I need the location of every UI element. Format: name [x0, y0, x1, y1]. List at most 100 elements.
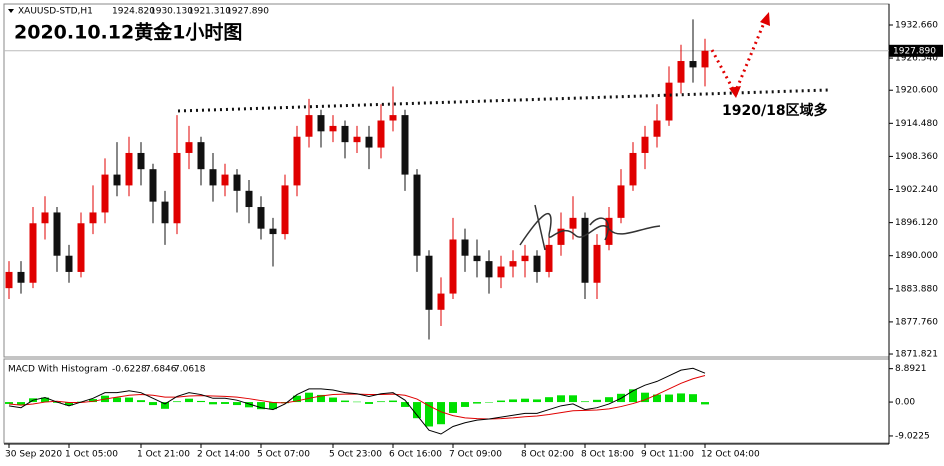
x-tick-label: 5 Oct 07:00	[257, 450, 310, 460]
candle-body	[389, 115, 397, 121]
y-tick-label: 1908.360	[895, 152, 938, 162]
chart-title: 2020.10.12黄金1小时图	[14, 21, 242, 44]
candle-body	[641, 136, 649, 153]
plot: 1932.660 1926.540 1920.600 1914.480 1908.360…	[4, 19, 943, 460]
candle-body	[677, 61, 685, 83]
histogram-bar	[65, 402, 73, 406]
y-tick-label: 1932.660	[895, 21, 938, 31]
trend-line	[177, 88, 829, 113]
candle-body	[593, 244, 601, 283]
candle-body	[605, 217, 613, 245]
candle-body	[245, 190, 253, 208]
x-tick-label: 1 Oct 21:00	[137, 450, 190, 460]
candle-body	[569, 217, 577, 229]
candle-body	[281, 185, 289, 235]
x-tick-label: 6 Oct 16:00	[389, 450, 442, 460]
candle-body	[197, 142, 205, 170]
candle-body	[473, 255, 481, 262]
histogram-bar	[353, 401, 361, 403]
histogram-bar	[665, 394, 673, 403]
histogram-bar	[137, 400, 145, 403]
ohlc-low: 1921.310	[188, 7, 231, 17]
arrow-head	[729, 86, 741, 98]
candle-body	[521, 255, 529, 262]
candle-body	[257, 207, 265, 229]
candle-body	[53, 212, 61, 256]
candle-body	[581, 217, 589, 283]
y-tick-label: 1890.000	[895, 251, 938, 261]
candle-body	[689, 61, 697, 68]
candle-body	[101, 174, 109, 213]
candle-body	[617, 185, 625, 218]
candle-body	[65, 255, 73, 272]
histogram-bar	[41, 397, 49, 403]
histogram-bar	[521, 398, 529, 403]
histogram-bar	[17, 402, 25, 405]
histogram-bar	[389, 400, 397, 403]
candle-body	[413, 174, 421, 256]
histogram-bar	[701, 402, 709, 405]
histogram-bar	[653, 394, 661, 403]
candle-body	[317, 115, 325, 132]
histogram-bar	[557, 395, 565, 403]
y-tick-label: 1883.880	[895, 284, 938, 294]
histogram-bar	[569, 395, 577, 403]
histogram-bar	[497, 400, 505, 403]
candle-body	[629, 152, 637, 186]
histogram-bar	[413, 402, 421, 419]
candle-body	[665, 82, 673, 121]
candle-body	[5, 271, 13, 289]
ohlc-open: 1924.820	[112, 7, 155, 17]
x-tick-label: 12 Oct 04:00	[701, 450, 760, 460]
y-tick-label: 8.8921	[895, 364, 927, 374]
histogram-bar	[377, 401, 385, 403]
ohlc-close: 1927.890	[226, 7, 269, 17]
candle-body	[509, 261, 517, 267]
histogram-bar	[341, 400, 349, 403]
macd-name: MACD With Histogram	[8, 365, 108, 375]
histogram-bar	[425, 402, 433, 427]
y-tick-label: 1871.821	[895, 350, 938, 360]
candle-body	[305, 115, 313, 137]
candle-body	[89, 212, 97, 224]
histogram-bar	[197, 400, 205, 403]
histogram-bar	[605, 397, 613, 403]
signature	[519, 204, 661, 251]
candle-body	[209, 169, 217, 186]
candle-body	[485, 261, 493, 278]
candle-body	[221, 174, 229, 186]
x-tick-label: 30 Sep 2020	[5, 450, 62, 460]
x-tick-label: 5 Oct 23:00	[329, 450, 382, 460]
candle-body	[185, 142, 193, 153]
candle-body	[125, 152, 133, 186]
candle-body	[113, 174, 121, 186]
histogram-bar	[593, 399, 601, 403]
histogram-bar	[329, 397, 337, 403]
panel-arrow	[8, 9, 14, 13]
histogram-bar	[149, 402, 157, 406]
x-tick-label: 7 Oct 09:00	[449, 450, 502, 460]
histogram-bar	[209, 402, 217, 405]
candle-body	[701, 50, 709, 68]
macd-readout: -0.6228	[112, 365, 147, 375]
candle-body	[293, 136, 301, 186]
histogram-bar	[509, 399, 517, 403]
histogram-bar	[185, 398, 193, 403]
x-tick-label: 9 Oct 11:00	[641, 450, 694, 460]
histogram-bar	[401, 402, 409, 407]
histogram-bar	[89, 399, 97, 403]
candle-body	[341, 125, 349, 143]
histogram-bar	[485, 402, 493, 403]
histogram-bar	[257, 402, 265, 410]
y-tick-label: 1914.480	[895, 119, 938, 129]
y-tick-label: 1926.540	[895, 54, 938, 64]
candle-body	[497, 266, 505, 278]
candle-body	[77, 223, 85, 272]
histogram-bar	[305, 392, 313, 403]
candle-body	[353, 136, 361, 143]
histogram-bar	[545, 397, 553, 403]
histogram-bar	[245, 402, 253, 408]
macd-readout: 7.6846	[145, 365, 177, 375]
candle-body	[401, 115, 409, 175]
histogram-bar	[629, 389, 637, 403]
